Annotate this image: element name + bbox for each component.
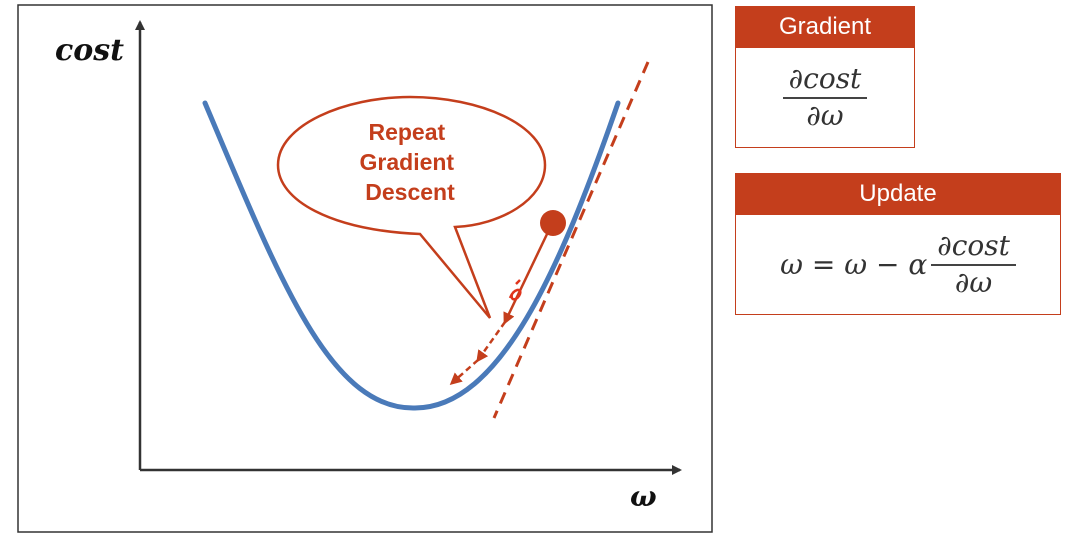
- ball: [540, 210, 566, 236]
- cost-curve: [202, 100, 621, 411]
- callout-text: Repeat Gradient Descent: [360, 119, 461, 205]
- tangent-line: [492, 61, 650, 419]
- gradient-box-header: Gradient: [735, 6, 915, 48]
- y-axis-label: cost: [55, 33, 124, 68]
- gradient-numerator: ∂cost: [782, 63, 868, 99]
- update-numerator: ∂cost: [931, 230, 1016, 266]
- update-box-header: Update: [735, 173, 1061, 215]
- update-box: ω = ω − α ∂cost ∂ω: [735, 215, 1061, 315]
- plot-frame: [17, 4, 713, 533]
- gradient-box: ∂cost ∂ω: [735, 48, 915, 148]
- descent-step-arrow: [503, 231, 550, 325]
- update-denominator: ∂ω: [954, 265, 993, 299]
- gradient-fraction: ∂cost ∂ω: [782, 63, 868, 132]
- descent-step-arrow: [449, 359, 479, 385]
- callout-bubble: [276, 95, 547, 319]
- gradient-denominator: ∂ω: [806, 98, 844, 132]
- callout-line: Descent: [365, 179, 455, 205]
- update-fraction: ∂cost ∂ω: [931, 230, 1016, 299]
- callout-line: Gradient: [360, 149, 455, 175]
- update-lhs: ω = ω − α: [780, 248, 928, 281]
- step-mark: [508, 279, 522, 301]
- x-axis-label: ω: [630, 480, 657, 513]
- callout-line: Repeat: [368, 119, 445, 145]
- descent-step-arrow: [476, 321, 507, 363]
